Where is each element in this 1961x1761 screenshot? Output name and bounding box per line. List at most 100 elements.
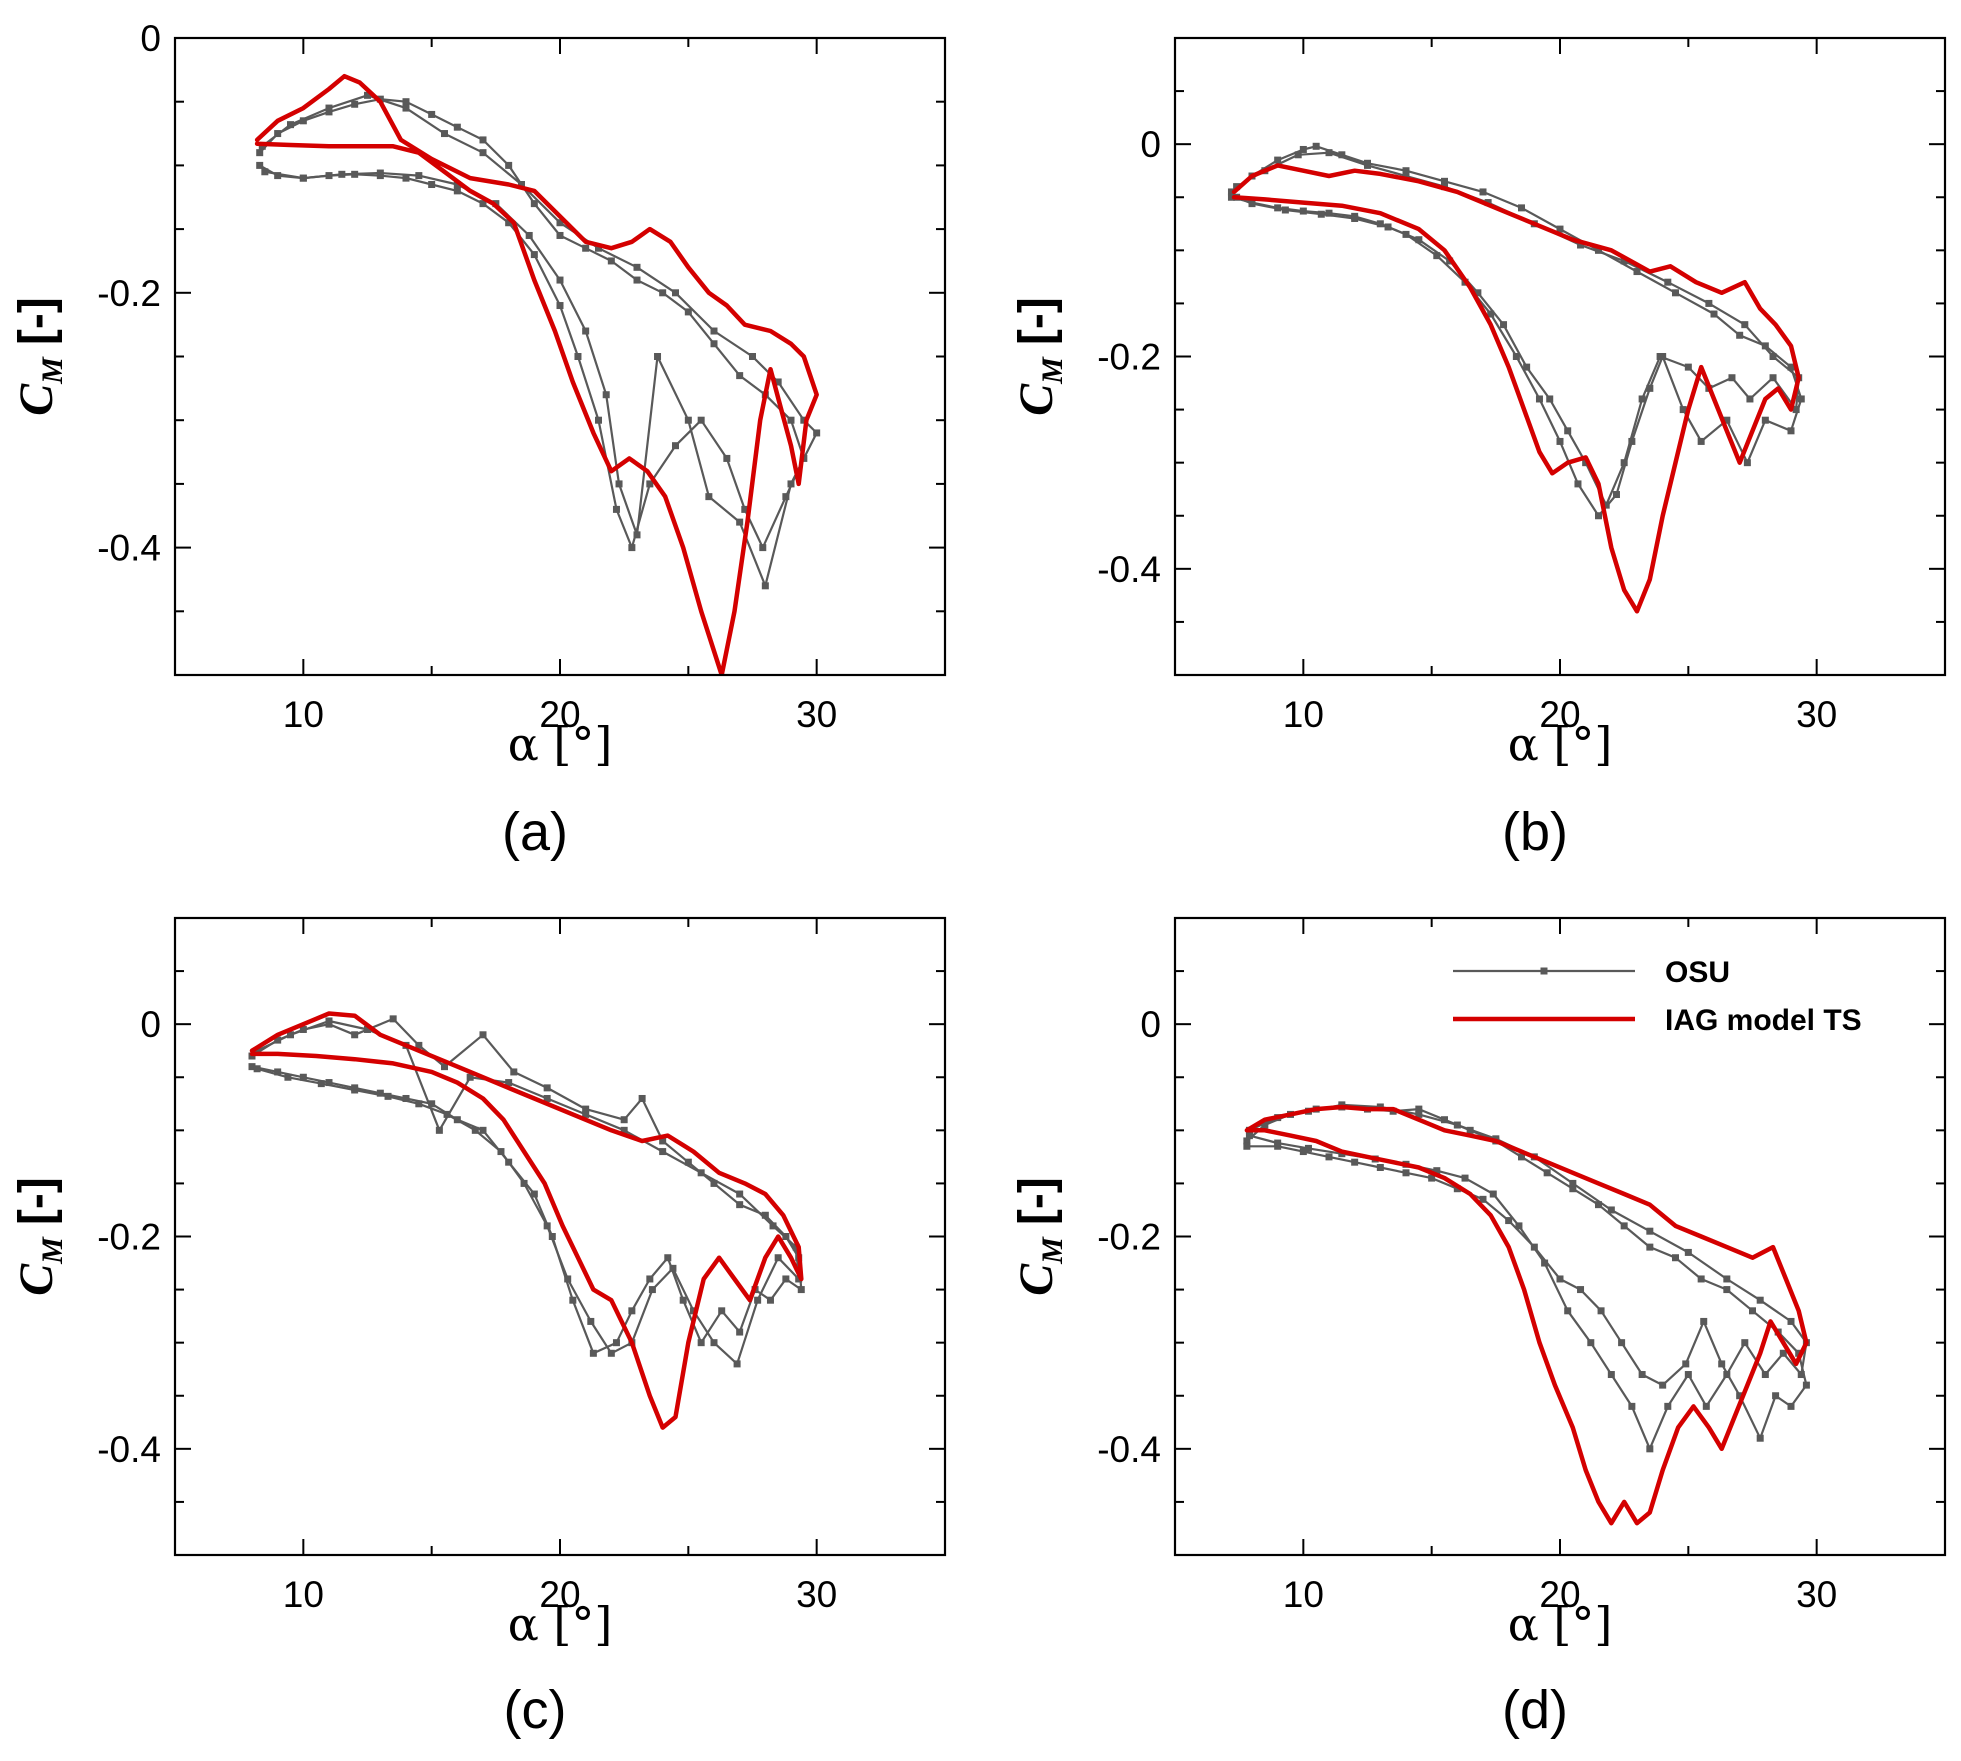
osu-data-point [1656, 353, 1664, 360]
y-tick-label: 0 [140, 18, 161, 59]
y-axis-label-unit: [-] [10, 1177, 63, 1225]
y-axis-label-main: C [1010, 383, 1063, 416]
osu-data-point [787, 416, 795, 424]
osu-data-point [1787, 1402, 1795, 1410]
osu-data-point [1569, 1179, 1577, 1187]
osu-data-point [569, 1296, 577, 1304]
y-axis-label-sub: M [36, 356, 69, 385]
osu-data-point [525, 231, 533, 239]
osu-data-point [1243, 1142, 1251, 1150]
osu-data-point [769, 1222, 777, 1230]
osu-data-point [530, 251, 538, 259]
osu-data-point [1564, 1307, 1572, 1315]
osu-data-point [1433, 252, 1441, 260]
osu-data-point [612, 505, 620, 513]
osu-data-point [351, 1031, 359, 1039]
osu-data-point [256, 161, 264, 169]
osu-data-point [797, 1286, 805, 1294]
osu-data-point [697, 1169, 705, 1177]
osu-data-point [1595, 512, 1602, 520]
osu-data-point [1769, 374, 1777, 382]
plot-area-d [1243, 1101, 1810, 1526]
osu-data-point [633, 276, 641, 284]
osu-data-point [741, 505, 749, 513]
y-tick-label: -0.4 [97, 1429, 161, 1470]
osu-data-point [1682, 1360, 1690, 1368]
osu-data-point [1723, 1286, 1731, 1294]
osu-data-point [1787, 1317, 1795, 1325]
osu-data-point [1325, 1153, 1333, 1161]
osu-data-point [1227, 188, 1235, 196]
osu-data-point [1376, 220, 1384, 228]
y-axis-label-sub: M [1036, 1236, 1069, 1265]
osu-data-point [325, 1079, 333, 1087]
osu-data-point [325, 104, 333, 112]
osu-data-point [556, 219, 564, 227]
y-axis-label-unit: [-] [1010, 1177, 1063, 1225]
osu-data-point [669, 1264, 677, 1272]
osu-data-point [615, 480, 623, 488]
osu-data-point [1620, 257, 1628, 265]
y-tick-label: -0.2 [97, 273, 161, 314]
osu-data-point [1384, 223, 1392, 231]
osu-data-point [1304, 1144, 1312, 1152]
osu-data-point [759, 544, 767, 552]
osu-data-point [1672, 289, 1679, 297]
legend-osu-marker [1540, 967, 1548, 975]
x-tick-label: 10 [283, 694, 324, 735]
osu-data-point [510, 1068, 518, 1076]
osu-data-point [684, 416, 692, 424]
osu-data-point [253, 1065, 261, 1073]
x-axis-label: α [°] [1508, 717, 1613, 771]
osu-data-point [1299, 145, 1307, 153]
osu-data-point [710, 340, 718, 348]
osu-data-point [1700, 1317, 1708, 1325]
osu-data-point [628, 1307, 636, 1315]
x-tick-label: 20 [1539, 694, 1580, 735]
panel-label: (c) [504, 1680, 567, 1740]
osu-data-point [325, 108, 333, 116]
osu-data-point [1556, 1275, 1564, 1283]
osu-data-point [1453, 1185, 1461, 1193]
osu-data-point [1612, 491, 1620, 499]
osu-data-point [351, 1086, 359, 1094]
osu-data-point [648, 1286, 656, 1294]
osu-data-point [684, 1158, 692, 1166]
osu-data-point [1723, 1275, 1731, 1283]
osu-data-point [1317, 210, 1325, 218]
osu-data-point [1535, 395, 1543, 403]
osu-data-point [435, 1126, 443, 1134]
y-axis-label: CM [-] [10, 1177, 69, 1296]
x-tick-label: 30 [796, 694, 837, 735]
osu-data-point [813, 429, 821, 437]
y-tick-label: -0.4 [1097, 1429, 1161, 1470]
osu-data-point [1787, 427, 1795, 435]
osu-data-point [659, 1148, 667, 1156]
osu-data-point [1523, 363, 1531, 371]
osu-data-point [1620, 459, 1628, 467]
osu-data-point [453, 187, 461, 195]
y-axis-label-main: C [10, 383, 63, 416]
osu-data-point [1638, 1371, 1646, 1379]
plot-area-a [254, 73, 821, 675]
osu-data-point [1746, 395, 1754, 403]
osu-data-point [479, 149, 487, 157]
osu-data-point [1679, 406, 1687, 414]
osu-series-line [258, 98, 805, 549]
osu-data-point [441, 130, 448, 138]
osu-data-point [453, 181, 461, 189]
osu-data-point [672, 442, 679, 450]
osu-data-point [1705, 299, 1713, 307]
osu-data-point [1628, 437, 1636, 445]
osu-data-point [1248, 200, 1256, 208]
osu-data-point [1489, 1190, 1497, 1198]
osu-data-point [1518, 204, 1525, 212]
osu-data-point [574, 353, 582, 360]
osu-data-point [1461, 1174, 1469, 1182]
osu-data-point [1402, 1169, 1410, 1177]
osu-data-point [1556, 225, 1564, 233]
plot-area-b [1227, 142, 1805, 614]
osu-data-point [1597, 1307, 1605, 1315]
osu-data-point [1402, 172, 1410, 180]
iag-series-line [249, 1011, 804, 1430]
